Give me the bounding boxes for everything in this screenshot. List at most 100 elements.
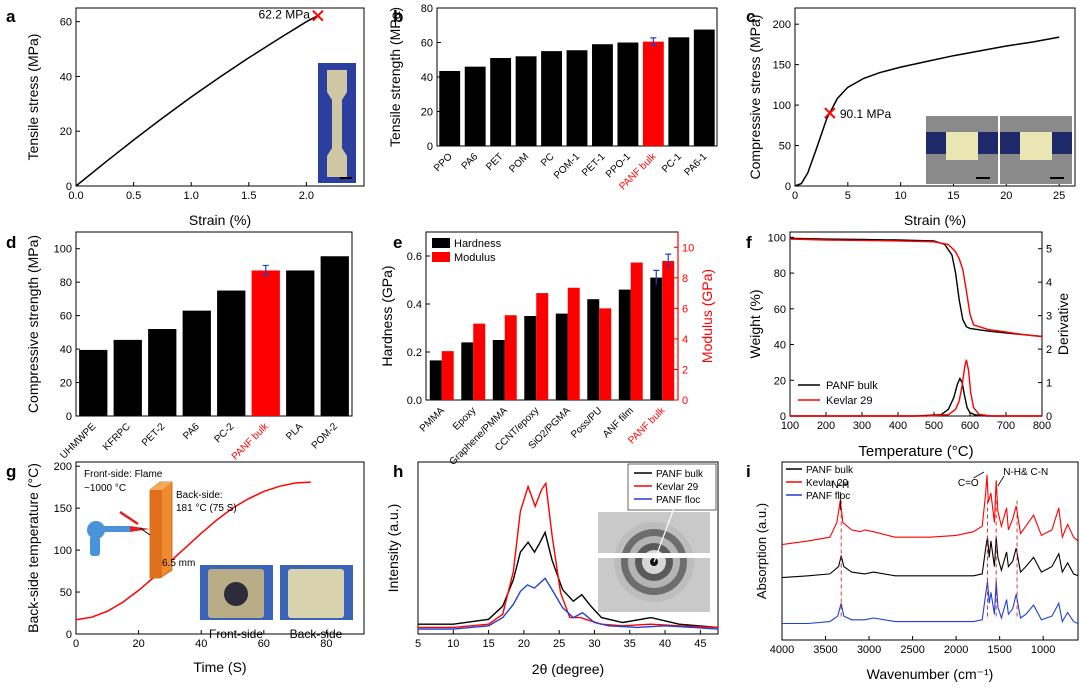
legend-label: Hardness xyxy=(454,238,502,250)
annotation-front: ~1000 °C xyxy=(84,483,126,494)
y-tick-label: 60 xyxy=(774,304,786,316)
bar-pc-2 xyxy=(217,290,246,416)
y-axis-label: Hardness (GPa) xyxy=(379,265,395,366)
y2-tick-label: 5 xyxy=(1046,244,1052,256)
y-axis-label: Intensity (a.u.) xyxy=(385,504,401,593)
bar-pc-1 xyxy=(668,37,690,147)
peak-label: N-H& C-N xyxy=(1003,467,1048,478)
y-axis-label: Compressive stress (MPa) xyxy=(747,15,763,180)
arrow-icon xyxy=(119,510,139,526)
legend: PANF bulk Kevlar 29 PANF floc xyxy=(627,463,717,511)
x-tick-label: 20 xyxy=(132,638,144,650)
x-tick-label: POM-2 xyxy=(310,421,340,451)
error-bar xyxy=(653,269,660,285)
cube-specimen xyxy=(946,132,978,160)
bar-modulus xyxy=(599,308,612,400)
bar-modulus xyxy=(630,262,643,400)
specimen-photo xyxy=(318,63,356,183)
y-tick-label: 100 xyxy=(773,100,791,112)
series-line-panf-bulk xyxy=(781,537,1079,579)
x-axis-label: 2θ (degree) xyxy=(532,661,604,677)
y2-axis-label: Modulus (GPa) xyxy=(699,269,715,363)
plot-frame xyxy=(794,7,1076,187)
bar-hardness xyxy=(650,277,663,400)
plot-frame xyxy=(781,461,1079,641)
error-bar xyxy=(262,264,269,277)
y2-axis-label: Derivative xyxy=(1055,293,1071,355)
y-tick-label: 40 xyxy=(60,71,72,83)
legend: PANF bulk Kevlar 29 PANF floc xyxy=(786,465,854,502)
x-tick-label: 2.0 xyxy=(299,190,314,202)
bar-pom-2 xyxy=(320,256,349,416)
y-tick-label: 0.0 xyxy=(407,395,422,407)
legend-label: PANF bulk xyxy=(826,380,878,392)
legend: PANF bulk Kevlar 29 xyxy=(798,380,878,407)
legend-label: Kevlar 29 xyxy=(806,478,849,489)
x-tick-label: 20 xyxy=(518,638,530,650)
y-axis-label: Compressive strength (MPa) xyxy=(25,235,41,413)
y-tick-label: 60 xyxy=(60,17,72,29)
legend-swatch xyxy=(432,238,450,248)
y2-tick-label: 3 xyxy=(1046,311,1052,323)
y-tick-label: 0.6 xyxy=(407,251,422,263)
x-tick-label: 200 xyxy=(817,420,835,432)
x-tick-label: PPO xyxy=(432,151,455,174)
y-tick-label: 200 xyxy=(773,19,791,31)
panel-a: 0.0 0.5 1.0 1.5 2.0 0 20 40 60 62.2 MPa Strain (%)… xyxy=(6,7,365,228)
y-tick-label: 60 xyxy=(421,38,433,50)
bar-pla xyxy=(286,270,315,416)
x-tick-label: 1000 xyxy=(1031,644,1055,656)
x-tick-label: 0 xyxy=(792,190,798,202)
bar-modulus xyxy=(662,261,675,400)
diffraction-pattern-photo xyxy=(598,507,710,612)
cube-specimen xyxy=(1020,132,1052,160)
panel-d: 0 20 40 60 80 100 UHMWPE KFRPC PET-2 PA6 PC-2PANF … xyxy=(6,231,353,463)
series-line-panf-bulk xyxy=(418,530,719,629)
bar-pa6 xyxy=(182,310,211,416)
x-tick-label: PET-1 xyxy=(580,151,608,179)
bar-modulus xyxy=(567,287,580,400)
x-tick-label: PA6 xyxy=(460,151,481,172)
series-line-temperature xyxy=(75,481,311,621)
series-line-kevlar-29 xyxy=(781,474,1079,546)
y2-tick-label: 0 xyxy=(1046,411,1052,423)
peak-label: 62.2 MPa xyxy=(259,8,311,22)
peak-pointer xyxy=(997,475,1005,487)
error-bar xyxy=(665,253,672,268)
panel-label: b xyxy=(393,7,403,26)
x-tick-label: 25 xyxy=(1053,190,1065,202)
y2-tick-label: 6 xyxy=(682,303,688,315)
x-tick-label: PET-2 xyxy=(140,421,168,449)
x-tick-label: POM xyxy=(507,151,531,175)
series-line-panf-floc xyxy=(782,581,1079,625)
x-tick-label: 35 xyxy=(624,638,636,650)
x-tick-label: 15 xyxy=(482,638,494,650)
y-tick-label: 80 xyxy=(421,3,433,15)
bar-panf-bulk xyxy=(642,41,664,147)
torch-handle-icon xyxy=(90,536,100,556)
y2-tick-label: 4 xyxy=(682,334,688,346)
specimen-photo xyxy=(926,116,998,184)
y-tick-label: 20 xyxy=(774,375,786,387)
error-bar xyxy=(650,37,657,47)
x-tick-label: 400 xyxy=(889,420,907,432)
y-axis-label: Back-side temperature (°C) xyxy=(25,463,41,633)
x-tick-label: 45 xyxy=(694,638,706,650)
x-tick-label: 4000 xyxy=(770,644,794,656)
bar-pc xyxy=(541,51,562,146)
x-tick-label: 2000 xyxy=(944,644,968,656)
x-tick-label: 5 xyxy=(845,190,851,202)
bar-hardness xyxy=(618,289,631,400)
y2-tick-label: 8 xyxy=(682,273,688,285)
series-line-kevlar-29-derivative xyxy=(790,359,1042,417)
x-tick-label: PANF bulk xyxy=(230,421,272,463)
x-tick-label: 25 xyxy=(553,638,565,650)
x-tick-label: 1500 xyxy=(987,644,1011,656)
sample-top xyxy=(150,482,172,490)
legend-box xyxy=(627,463,717,511)
x-tick-label: 3000 xyxy=(857,644,881,656)
peak-pointer xyxy=(973,471,985,479)
x-axis-label: Strain (%) xyxy=(904,212,966,228)
panel-c: 0 5 10 15 20 25 0 50 100 150 200 90.1 MPa Strain (%)… xyxy=(746,7,1076,228)
